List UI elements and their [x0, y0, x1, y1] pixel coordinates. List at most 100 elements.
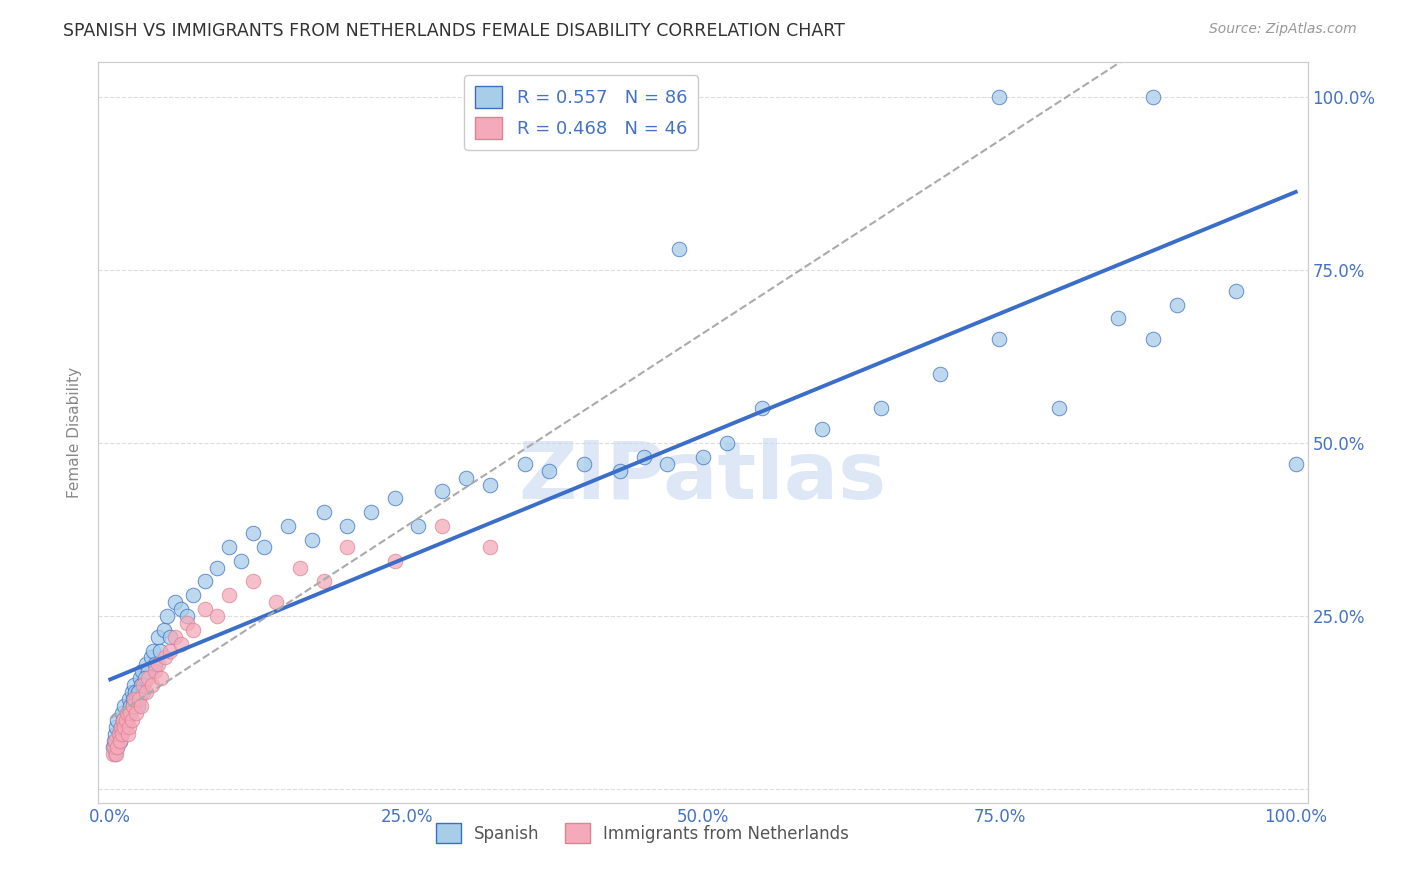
- Point: [242, 574, 264, 589]
- Point: [115, 706, 138, 720]
- Point: [127, 685, 149, 699]
- Point: [156, 609, 179, 624]
- Point: [194, 602, 217, 616]
- Point: [132, 678, 155, 692]
- Point: [118, 692, 141, 706]
- Point: [312, 505, 335, 519]
- Point: [103, 740, 125, 755]
- Point: [150, 671, 173, 685]
- Point: [114, 720, 136, 734]
- Point: [105, 720, 128, 734]
- Point: [117, 726, 139, 740]
- Point: [129, 698, 152, 713]
- Point: [253, 540, 276, 554]
- Point: [114, 713, 136, 727]
- Point: [101, 747, 124, 762]
- Point: [121, 713, 143, 727]
- Point: [101, 740, 124, 755]
- Point: [1225, 284, 1247, 298]
- Point: [107, 726, 129, 740]
- Point: [432, 519, 454, 533]
- Point: [105, 747, 128, 762]
- Point: [129, 678, 152, 692]
- Point: [242, 525, 264, 540]
- Point: [1142, 90, 1164, 104]
- Point: [122, 678, 145, 692]
- Point: [105, 713, 128, 727]
- Point: [165, 630, 187, 644]
- Point: [112, 720, 135, 734]
- Point: [139, 650, 162, 665]
- Point: [159, 630, 181, 644]
- Point: [121, 698, 143, 713]
- Point: [108, 733, 131, 747]
- Point: [111, 706, 134, 720]
- Y-axis label: Female Disability: Female Disability: [67, 367, 83, 499]
- Point: [301, 533, 323, 547]
- Point: [111, 726, 134, 740]
- Point: [176, 609, 198, 624]
- Point: [128, 692, 150, 706]
- Point: [205, 560, 228, 574]
- Point: [360, 505, 382, 519]
- Point: [1142, 332, 1164, 346]
- Point: [170, 602, 193, 616]
- Point: [129, 671, 152, 685]
- Point: [104, 747, 127, 762]
- Point: [114, 698, 136, 713]
- Point: [118, 720, 141, 734]
- Point: [692, 450, 714, 464]
- Point: [135, 657, 157, 672]
- Point: [478, 540, 501, 554]
- Text: ZIPatlas: ZIPatlas: [519, 438, 887, 516]
- Point: [929, 367, 952, 381]
- Point: [135, 685, 157, 699]
- Point: [143, 665, 166, 679]
- Point: [312, 574, 335, 589]
- Point: [181, 623, 204, 637]
- Point: [152, 623, 174, 637]
- Point: [336, 519, 359, 533]
- Point: [114, 720, 136, 734]
- Point: [121, 685, 143, 699]
- Point: [515, 90, 537, 104]
- Point: [408, 519, 430, 533]
- Point: [1107, 311, 1129, 326]
- Point: [384, 554, 406, 568]
- Point: [454, 470, 477, 484]
- Point: [134, 671, 156, 685]
- Point: [336, 540, 359, 554]
- Point: [120, 706, 142, 720]
- Point: [141, 678, 163, 692]
- Point: [118, 706, 141, 720]
- Point: [181, 588, 204, 602]
- Point: [751, 401, 773, 416]
- Point: [115, 713, 138, 727]
- Point: [657, 457, 679, 471]
- Point: [120, 698, 142, 713]
- Point: [149, 643, 172, 657]
- Point: [432, 484, 454, 499]
- Point: [988, 90, 1011, 104]
- Point: [869, 401, 891, 416]
- Point: [117, 706, 139, 720]
- Point: [136, 665, 159, 679]
- Point: [1047, 401, 1070, 416]
- Point: [384, 491, 406, 506]
- Point: [127, 698, 149, 713]
- Point: [668, 242, 690, 256]
- Point: [105, 740, 128, 755]
- Point: [1285, 457, 1308, 471]
- Point: [110, 720, 132, 734]
- Point: [218, 588, 240, 602]
- Point: [1166, 297, 1188, 311]
- Point: [105, 740, 128, 755]
- Point: [153, 650, 176, 665]
- Point: [114, 713, 136, 727]
- Point: [142, 643, 165, 657]
- Point: [478, 477, 501, 491]
- Point: [165, 595, 187, 609]
- Point: [110, 720, 132, 734]
- Point: [110, 726, 132, 740]
- Point: [218, 540, 240, 554]
